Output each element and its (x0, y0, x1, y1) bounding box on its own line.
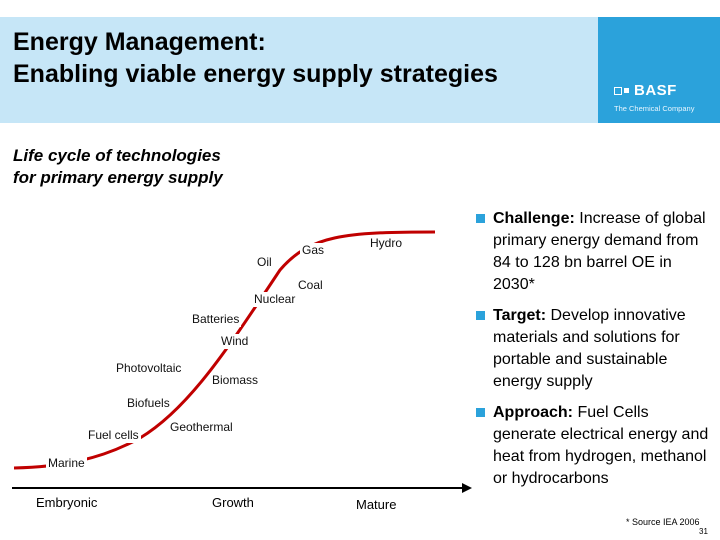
bullet-text: Fuel Cells generate electrical energy an… (493, 404, 709, 487)
bullet-square-icon (476, 311, 485, 320)
lifecycle-curve (13, 230, 436, 470)
bullet-challenge: Challenge: Increase of global primary en… (475, 208, 715, 296)
bullet-square-icon (476, 214, 485, 223)
bullet-list: Challenge: Increase of global primary en… (475, 208, 715, 499)
logo-squares-icon (614, 86, 629, 95)
bullet-heading: Challenge: (493, 210, 575, 227)
title-line-1: Energy Management: (13, 28, 266, 56)
tech-label-oil: Oil (255, 255, 274, 270)
tech-label-gas: Gas (300, 243, 327, 258)
logo-panel (598, 17, 720, 123)
basf-logo: BASF (614, 82, 677, 99)
bullet-square-icon (476, 408, 485, 417)
logo-tagline: The Chemical Company (614, 104, 695, 113)
stage-label-growth: Growth (212, 495, 254, 510)
tech-label-fuel-cells: Fuel cells (86, 428, 141, 443)
logo-text: BASF (634, 82, 677, 99)
bullet-heading: Approach: (493, 404, 573, 421)
bullet-heading: Target: (493, 307, 547, 324)
subtitle-line-2: for primary energy supply (13, 168, 223, 187)
axis-arrowhead-icon (462, 483, 472, 493)
tech-label-wind: Wind (219, 334, 251, 349)
bullet-text: Develop innovative materials and solutio… (493, 307, 686, 390)
bullet-approach: Approach: Fuel Cells generate electrical… (475, 402, 715, 490)
tech-label-batteries: Batteries (190, 312, 242, 327)
tech-label-geothermal: Geothermal (168, 420, 235, 435)
tech-label-hydro: Hydro (368, 236, 405, 251)
diagram-subtitle: Life cycle of technologies for primary e… (13, 145, 223, 189)
bullet-text: Increase of global primary energy demand… (493, 210, 706, 293)
title-line-2: Enabling viable energy supply strategies (13, 60, 498, 88)
tech-label-photovoltaic: Photovoltaic (114, 361, 184, 376)
slide-title: Energy Management: Enabling viable energ… (13, 26, 498, 90)
tech-label-biofuels: Biofuels (125, 396, 172, 411)
tech-label-biomass: Biomass (210, 373, 261, 388)
source-footnote: * Source IEA 2006 (626, 517, 700, 527)
stage-label-mature: Mature (356, 497, 397, 512)
tech-label-marine: Marine (46, 456, 87, 471)
bullet-target: Target: Develop innovative materials and… (475, 305, 715, 393)
tech-label-coal: Coal (296, 278, 325, 293)
subtitle-line-1: Life cycle of technologies (13, 146, 221, 165)
stage-label-embryonic: Embryonic (36, 495, 98, 510)
tech-label-nuclear: Nuclear (252, 292, 298, 307)
page-number: 31 (699, 527, 708, 536)
